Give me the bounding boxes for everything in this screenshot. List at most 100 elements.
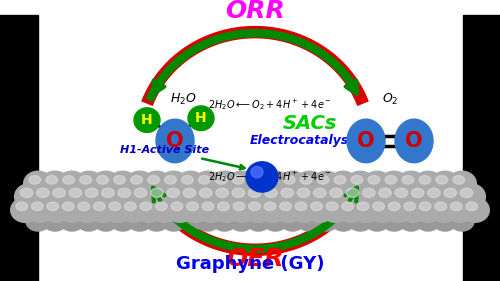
Ellipse shape [62,202,74,211]
Ellipse shape [314,188,326,198]
Ellipse shape [362,188,375,198]
Ellipse shape [96,183,127,210]
Ellipse shape [259,183,290,210]
Ellipse shape [130,176,142,184]
Ellipse shape [351,176,363,184]
Ellipse shape [329,171,358,196]
Ellipse shape [274,198,303,222]
Ellipse shape [226,183,258,210]
Ellipse shape [228,198,256,222]
Ellipse shape [216,188,228,198]
Ellipse shape [450,202,462,211]
Ellipse shape [264,212,287,231]
Ellipse shape [164,176,176,184]
Ellipse shape [399,212,423,231]
Ellipse shape [259,198,288,222]
Ellipse shape [314,212,338,231]
Circle shape [134,108,160,132]
Ellipse shape [445,198,474,222]
Ellipse shape [64,183,94,210]
Text: H1-Active Site: H1-Active Site [120,145,244,169]
Ellipse shape [390,183,420,210]
Ellipse shape [332,212,355,231]
Ellipse shape [120,198,148,222]
Ellipse shape [466,202,477,211]
Ellipse shape [453,176,464,184]
Ellipse shape [26,212,50,231]
Ellipse shape [200,188,212,198]
Ellipse shape [210,183,241,210]
Ellipse shape [36,188,49,198]
Ellipse shape [300,176,312,184]
Ellipse shape [321,198,350,222]
Text: OER: OER [226,247,284,271]
Ellipse shape [233,202,245,211]
Text: SACs: SACs [283,114,337,133]
Ellipse shape [246,212,270,231]
Ellipse shape [460,198,490,222]
Ellipse shape [14,183,46,210]
Ellipse shape [134,188,147,198]
Ellipse shape [198,176,210,184]
Ellipse shape [290,198,318,222]
Ellipse shape [182,198,210,222]
Ellipse shape [347,119,385,163]
Ellipse shape [340,183,372,210]
Ellipse shape [438,183,469,210]
Ellipse shape [430,171,460,196]
Ellipse shape [454,183,486,210]
Ellipse shape [46,176,58,184]
Ellipse shape [365,212,389,231]
Ellipse shape [29,176,40,184]
Ellipse shape [406,183,436,210]
Ellipse shape [444,188,456,198]
Ellipse shape [342,202,353,211]
Ellipse shape [414,198,442,222]
Bar [462,15,500,281]
Ellipse shape [128,212,152,231]
Ellipse shape [216,176,227,184]
Ellipse shape [178,183,208,210]
Text: $H_2O$: $H_2O$ [170,92,196,107]
Ellipse shape [227,171,256,196]
Ellipse shape [156,119,194,163]
Ellipse shape [32,202,43,211]
Ellipse shape [58,198,86,222]
Ellipse shape [124,202,136,211]
Text: Graphyne (GY): Graphyne (GY) [176,255,324,273]
Ellipse shape [212,212,236,231]
Ellipse shape [312,171,340,196]
Ellipse shape [69,188,82,198]
Ellipse shape [118,188,130,198]
Ellipse shape [63,176,74,184]
Ellipse shape [280,202,291,211]
Ellipse shape [26,198,55,222]
Ellipse shape [385,176,397,184]
Ellipse shape [414,171,442,196]
Ellipse shape [47,183,78,210]
Text: $2H_2O\longleftarrow O_2 + 4H^+ + 4e^-$: $2H_2O\longleftarrow O_2 + 4H^+ + 4e^-$ [208,98,332,112]
Ellipse shape [162,212,186,231]
Ellipse shape [10,198,40,222]
Text: O: O [166,131,184,151]
Ellipse shape [382,212,406,231]
Ellipse shape [363,171,392,196]
Text: H: H [141,113,153,127]
Ellipse shape [162,183,192,210]
Ellipse shape [194,183,224,210]
Ellipse shape [436,176,448,184]
Ellipse shape [182,176,193,184]
Ellipse shape [264,188,277,198]
Ellipse shape [433,212,457,231]
Ellipse shape [126,171,154,196]
Ellipse shape [194,171,222,196]
Ellipse shape [80,183,110,210]
Ellipse shape [78,202,90,211]
Ellipse shape [232,176,244,184]
Text: O: O [357,131,375,151]
Ellipse shape [388,202,400,211]
Ellipse shape [73,198,102,222]
Ellipse shape [358,202,369,211]
Ellipse shape [80,176,92,184]
Text: O: O [405,131,423,151]
